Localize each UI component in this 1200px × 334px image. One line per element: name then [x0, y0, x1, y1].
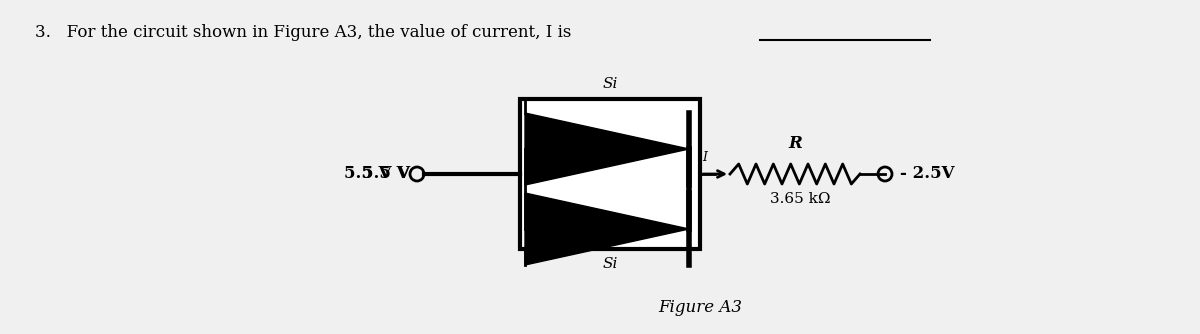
Text: Figure A3: Figure A3 [658, 299, 742, 316]
Bar [520, 99, 700, 249]
Polygon shape [526, 113, 689, 185]
Text: Si: Si [602, 257, 618, 271]
Text: - 2.5V: - 2.5V [900, 166, 954, 182]
Text: I: I [702, 151, 708, 164]
Text: Si: Si [602, 77, 618, 91]
Text: R: R [788, 135, 802, 152]
Text: 5.5 V: 5.5 V [362, 166, 410, 182]
Text: 3.   For the circuit shown in Figure A3, the value of current, I is: 3. For the circuit shown in Figure A3, t… [35, 24, 571, 41]
Text: 3.65 kΩ: 3.65 kΩ [769, 192, 830, 206]
Text: 5.5 V V: 5.5 V V [344, 166, 410, 182]
Polygon shape [526, 193, 689, 265]
